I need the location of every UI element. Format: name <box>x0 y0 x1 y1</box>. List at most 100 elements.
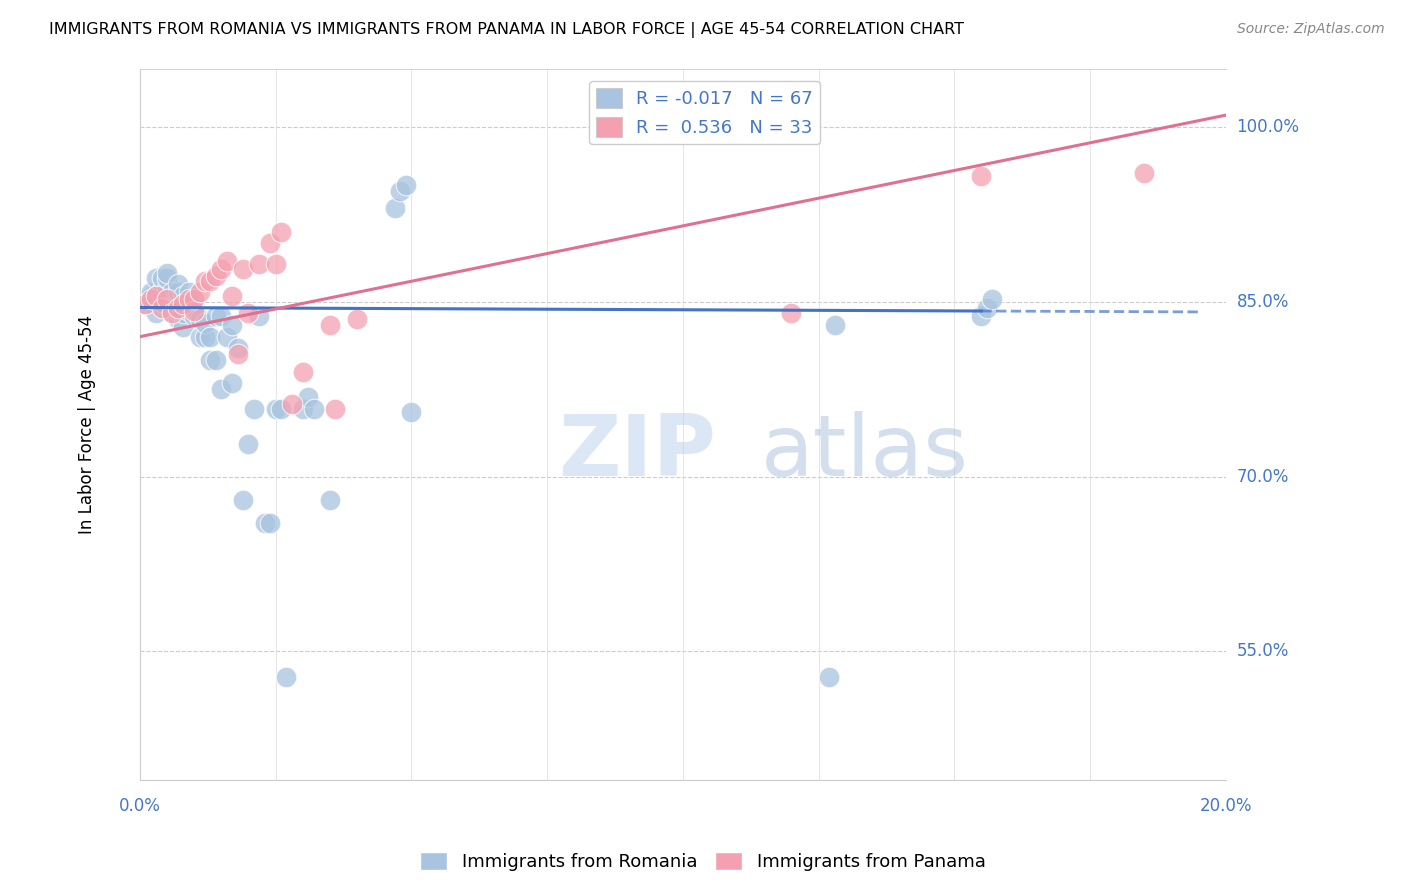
Point <box>194 329 217 343</box>
Point <box>232 262 254 277</box>
Point <box>395 178 418 193</box>
Text: ZIP: ZIP <box>558 411 716 494</box>
Point <box>221 318 243 332</box>
Point <box>145 289 167 303</box>
Point <box>389 184 412 198</box>
Point <box>183 304 205 318</box>
Point <box>346 312 368 326</box>
Point <box>162 306 184 320</box>
Point <box>194 274 217 288</box>
Point <box>209 262 232 277</box>
Point <box>167 312 190 326</box>
Point <box>162 306 184 320</box>
Point <box>172 289 194 303</box>
Point <box>172 320 194 334</box>
Point <box>780 306 803 320</box>
Point <box>188 329 211 343</box>
Point <box>167 285 190 300</box>
Point <box>167 294 190 309</box>
Point <box>183 293 205 307</box>
Point <box>150 301 173 315</box>
Text: atlas: atlas <box>761 411 969 494</box>
Point <box>150 271 173 285</box>
Point <box>183 293 205 307</box>
Point <box>276 670 298 684</box>
Point <box>824 318 846 332</box>
Point <box>818 670 841 684</box>
Point <box>221 376 243 391</box>
Point <box>302 401 325 416</box>
Point <box>209 309 232 323</box>
Point <box>259 516 281 531</box>
Legend: Immigrants from Romania, Immigrants from Panama: Immigrants from Romania, Immigrants from… <box>413 845 993 879</box>
Point <box>970 169 993 183</box>
Point <box>177 304 200 318</box>
Point <box>156 285 179 300</box>
Point <box>162 294 184 309</box>
Point <box>156 293 179 307</box>
Point <box>215 253 238 268</box>
Point <box>281 397 304 411</box>
Point <box>200 353 222 368</box>
Text: 100.0%: 100.0% <box>1236 118 1299 136</box>
Point <box>981 293 1004 307</box>
Point <box>145 306 167 320</box>
Point <box>183 309 205 323</box>
Point <box>139 293 162 307</box>
Point <box>205 268 228 283</box>
Text: 85.0%: 85.0% <box>1236 293 1289 310</box>
Point <box>970 309 993 323</box>
Point <box>226 347 249 361</box>
Point <box>194 316 217 330</box>
Point <box>291 365 314 379</box>
Point <box>200 274 222 288</box>
Point <box>297 390 319 404</box>
Point <box>139 289 162 303</box>
Point <box>401 405 423 419</box>
Point <box>156 266 179 280</box>
Legend: R = -0.017   N = 67, R =  0.536   N = 33: R = -0.017 N = 67, R = 0.536 N = 33 <box>589 81 820 145</box>
Point <box>188 285 211 300</box>
Point <box>150 283 173 297</box>
Text: Source: ZipAtlas.com: Source: ZipAtlas.com <box>1237 22 1385 37</box>
Point <box>205 353 228 368</box>
Text: 20.0%: 20.0% <box>1199 797 1251 815</box>
Point <box>238 437 260 451</box>
Point <box>145 271 167 285</box>
Point <box>247 309 270 323</box>
Point <box>172 306 194 320</box>
Point <box>264 401 287 416</box>
Text: 0.0%: 0.0% <box>120 797 160 815</box>
Point <box>156 281 179 295</box>
Point <box>172 297 194 311</box>
Point <box>188 312 211 326</box>
Point <box>145 289 167 303</box>
Point <box>172 297 194 311</box>
Point <box>291 401 314 416</box>
Point <box>319 492 342 507</box>
Point <box>253 516 276 531</box>
Point <box>177 294 200 309</box>
Point <box>167 301 190 315</box>
Point <box>167 277 190 292</box>
Point <box>150 294 173 309</box>
Point <box>221 289 243 303</box>
Point <box>323 401 346 416</box>
Point <box>232 492 254 507</box>
Point <box>1133 166 1156 180</box>
Point <box>238 306 260 320</box>
Text: In Labor Force | Age 45-54: In Labor Force | Age 45-54 <box>79 315 97 533</box>
Point <box>156 271 179 285</box>
Point <box>183 301 205 315</box>
Point <box>205 309 228 323</box>
Point <box>243 401 266 416</box>
Text: 55.0%: 55.0% <box>1236 642 1289 660</box>
Point <box>215 329 238 343</box>
Point <box>247 257 270 271</box>
Point <box>264 257 287 271</box>
Point <box>134 297 156 311</box>
Text: IMMIGRANTS FROM ROMANIA VS IMMIGRANTS FROM PANAMA IN LABOR FORCE | AGE 45-54 COR: IMMIGRANTS FROM ROMANIA VS IMMIGRANTS FR… <box>49 22 965 38</box>
Point <box>209 382 232 396</box>
Point <box>200 329 222 343</box>
Point <box>270 401 292 416</box>
